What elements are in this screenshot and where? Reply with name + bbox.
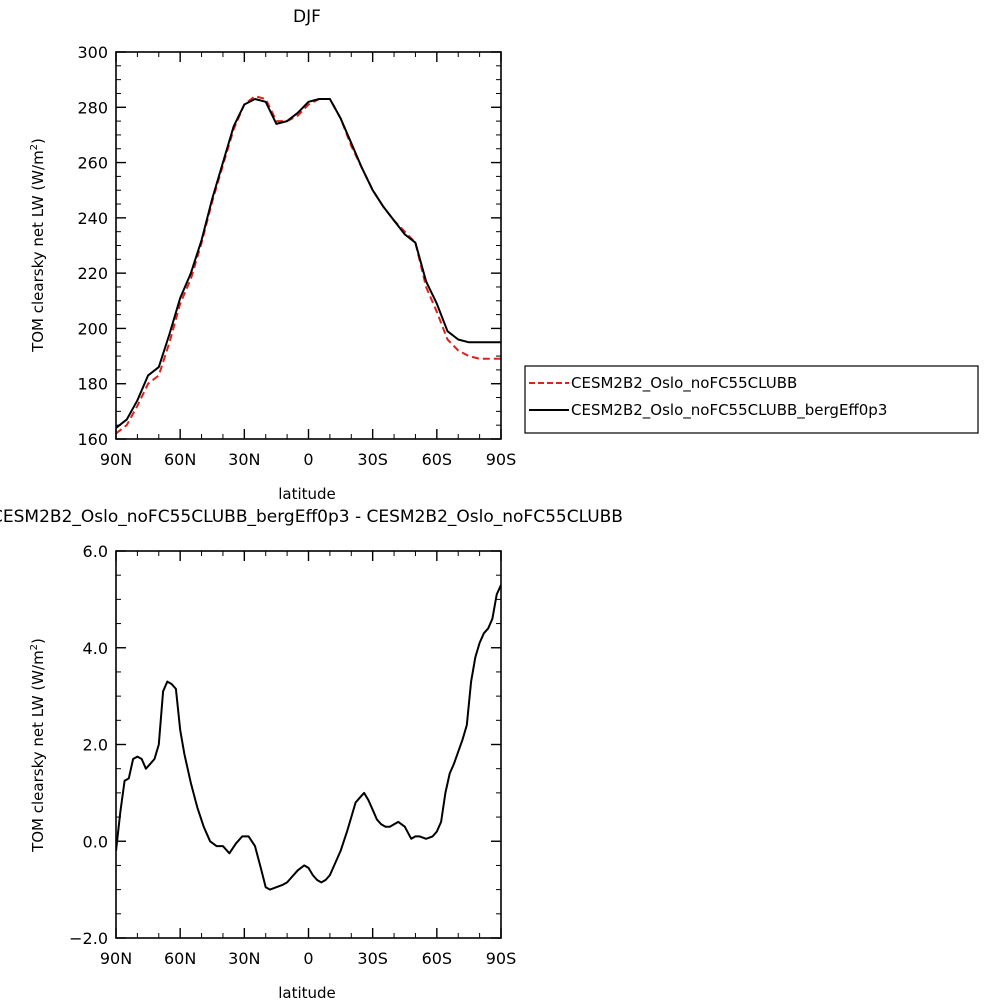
bottom-y-tick-label: 0.0 bbox=[83, 832, 108, 851]
top-y-axis: 160 180 200 220 240 260 280 300 bbox=[77, 43, 501, 449]
bottom-x-tick-label: 30S bbox=[357, 949, 388, 968]
bottom-y-axis: −2.0 0.0 2.0 4.0 6.0 bbox=[69, 542, 501, 948]
top-y-tick-label: 240 bbox=[77, 209, 108, 228]
bottom-x-axis: 90N 60N 30N 0 30S 60S 90S bbox=[100, 551, 516, 968]
top-y-tick-label: 180 bbox=[77, 375, 108, 394]
legend-box bbox=[524, 365, 979, 434]
top-y-tick-label: 260 bbox=[77, 154, 108, 173]
top-x-tick-label: 30S bbox=[357, 450, 388, 469]
bottom-chart-title: CESM2B2_Oslo_noFC55CLUBB_bergEff0p3 - CE… bbox=[0, 507, 623, 527]
top-x-tick-label: 30N bbox=[228, 450, 260, 469]
bottom-plot-frame bbox=[115, 550, 502, 939]
bottom-y-axis-label: TOM clearsky net LW (W/m2) bbox=[29, 638, 47, 853]
top-chart-title: DJF bbox=[293, 7, 321, 27]
top-chart: DJF 160 180 200 220 240 260 280 300 90N 60N 30N 0 3… bbox=[29, 7, 979, 503]
bottom-x-tick-label: 0 bbox=[303, 949, 313, 968]
top-x-axis-label: latitude bbox=[278, 485, 336, 503]
bottom-series-group bbox=[116, 584, 501, 891]
top-plot-frame bbox=[115, 51, 502, 440]
bottom-x-tick-label: 90S bbox=[486, 949, 517, 968]
top-y-tick-label: 300 bbox=[77, 43, 108, 62]
top-x-tick-label: 90N bbox=[100, 450, 132, 469]
bottom-x-tick-label: 30N bbox=[228, 949, 260, 968]
bottom-y-tick-label: −2.0 bbox=[69, 929, 108, 948]
top-y-tick-label: 280 bbox=[77, 98, 108, 117]
bottom-y-tick-label: 6.0 bbox=[83, 542, 108, 561]
bottom-series-line-0 bbox=[116, 584, 501, 891]
top-y-tick-label: 200 bbox=[77, 319, 108, 338]
top-y-tick-label: 160 bbox=[77, 430, 108, 449]
top-x-tick-label: 0 bbox=[303, 450, 313, 469]
top-y-tick-label: 220 bbox=[77, 264, 108, 283]
top-x-tick-label: 90S bbox=[486, 450, 517, 469]
bottom-x-tick-label: 90N bbox=[100, 949, 132, 968]
bottom-x-tick-label: 60N bbox=[164, 949, 196, 968]
bottom-chart: CESM2B2_Oslo_noFC55CLUBB_bergEff0p3 - CE… bbox=[0, 507, 623, 1002]
top-x-axis: 90N 60N 30N 0 30S 60S 90S bbox=[100, 52, 516, 469]
legend-label-0: CESM2B2_Oslo_noFC55CLUBB bbox=[571, 374, 797, 393]
top-y-axis-label: TOM clearsky net LW (W/m2) bbox=[29, 138, 47, 353]
top-series-group bbox=[116, 95, 501, 435]
bottom-x-tick-label: 60S bbox=[422, 949, 453, 968]
bottom-x-axis-label: latitude bbox=[278, 984, 336, 1002]
top-x-tick-label: 60S bbox=[422, 450, 453, 469]
legend: CESM2B2_Oslo_noFC55CLUBB CESM2B2_Oslo_no… bbox=[524, 365, 979, 434]
top-x-tick-label: 60N bbox=[164, 450, 196, 469]
top-series-line-1 bbox=[116, 98, 501, 429]
legend-label-1: CESM2B2_Oslo_noFC55CLUBB_bergEff0p3 bbox=[571, 401, 887, 420]
top-series-line-0 bbox=[116, 95, 501, 435]
bottom-y-tick-label: 4.0 bbox=[83, 639, 108, 658]
bottom-y-tick-label: 2.0 bbox=[83, 736, 108, 755]
